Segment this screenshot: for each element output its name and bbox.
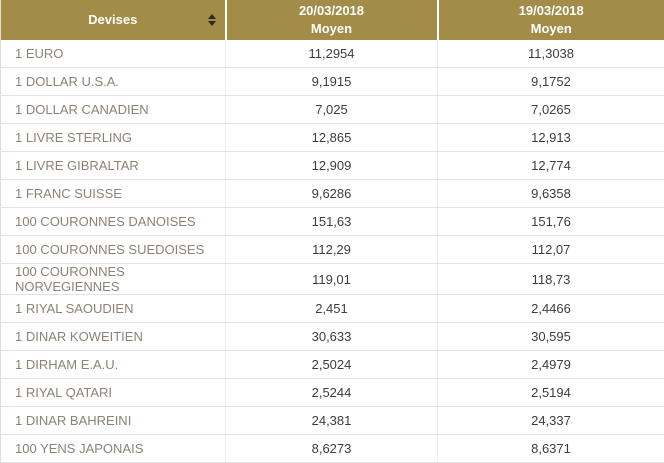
rate-value-20-03-2018: 9,1915 [226, 68, 438, 96]
column-header-devises[interactable]: Devises [1, 0, 226, 40]
devise-name-cell: 1 RIYAL SAOUDIEN [1, 295, 226, 323]
rate-value-19-03-2018: 151,76 [438, 208, 664, 236]
column-header-date-20-03-2018: 20/03/2018 Moyen [226, 0, 438, 40]
rate-value-20-03-2018: 9,6286 [226, 180, 438, 208]
devises-header-label: Devises [1, 11, 225, 29]
rate-value-19-03-2018: 9,6358 [438, 180, 664, 208]
rate-value-20-03-2018: 7,025 [226, 96, 438, 124]
rate-value-19-03-2018: 7,0265 [438, 96, 664, 124]
devise-name-cell: 1 DOLLAR CANADIEN [1, 96, 226, 124]
date-label: 20/03/2018 [227, 2, 437, 20]
rate-value-19-03-2018: 112,07 [438, 236, 664, 264]
rate-value-19-03-2018: 118,73 [438, 264, 664, 295]
rate-value-19-03-2018: 9,1752 [438, 68, 664, 96]
devise-name-cell: 1 RIYAL QATARI [1, 379, 226, 407]
rate-value-19-03-2018: 30,595 [438, 323, 664, 351]
table-header: Devises 20/03/2018 Moyen 19/03/2018 Moye… [1, 0, 664, 40]
rate-value-19-03-2018: 12,774 [438, 152, 664, 180]
rate-value-19-03-2018: 2,4979 [438, 351, 664, 379]
sort-down-arrow-icon [208, 21, 216, 26]
moyen-label: Moyen [439, 20, 664, 38]
sort-arrows-icon[interactable] [208, 14, 216, 26]
rate-value-20-03-2018: 119,01 [226, 264, 438, 295]
rate-value-20-03-2018: 112,29 [226, 236, 438, 264]
moyen-label: Moyen [227, 20, 437, 38]
devise-name-cell: 1 DOLLAR U.S.A. [1, 68, 226, 96]
rate-value-20-03-2018: 11,2954 [226, 40, 438, 68]
rate-value-19-03-2018: 2,5194 [438, 379, 664, 407]
rate-value-20-03-2018: 2,451 [226, 295, 438, 323]
rate-value-20-03-2018: 151,63 [226, 208, 438, 236]
devise-name-cell: 1 FRANC SUISSE [1, 180, 226, 208]
rate-value-20-03-2018: 24,381 [226, 407, 438, 435]
rate-value-19-03-2018: 11,3038 [438, 40, 664, 68]
rate-value-20-03-2018: 8,6273 [226, 435, 438, 463]
devise-name-cell: 1 DINAR KOWEITIEN [1, 323, 226, 351]
column-header-date-19-03-2018: 19/03/2018 Moyen [438, 0, 664, 40]
rate-value-20-03-2018: 2,5244 [226, 379, 438, 407]
date-label: 19/03/2018 [439, 2, 664, 20]
devise-name-cell: 100 COURONNES SUEDOISES [1, 236, 226, 264]
devise-name-cell: 1 EURO [1, 40, 226, 68]
rate-value-19-03-2018: 24,337 [438, 407, 664, 435]
devise-name-cell: 1 LIVRE GIBRALTAR [1, 152, 226, 180]
rate-value-19-03-2018: 2,4466 [438, 295, 664, 323]
devise-name-cell: 100 COURONNES DANOISES [1, 208, 226, 236]
rate-value-19-03-2018: 12,913 [438, 124, 664, 152]
devise-name-cell: 1 LIVRE STERLING [1, 124, 226, 152]
rate-value-20-03-2018: 12,865 [226, 124, 438, 152]
devise-name-cell: 100 YENS JAPONAIS [1, 435, 226, 463]
rate-value-20-03-2018: 30,633 [226, 323, 438, 351]
sort-up-arrow-icon [208, 14, 216, 19]
devise-name-cell: 1 DIRHAM E.A.U. [1, 351, 226, 379]
devise-name-cell: 100 COURONNES NORVEGIENNES [1, 264, 226, 295]
devise-name-cell: 1 DINAR BAHREINI [1, 407, 226, 435]
rate-value-20-03-2018: 2,5024 [226, 351, 438, 379]
rate-value-19-03-2018: 8,6371 [438, 435, 664, 463]
rate-value-20-03-2018: 12,909 [226, 152, 438, 180]
